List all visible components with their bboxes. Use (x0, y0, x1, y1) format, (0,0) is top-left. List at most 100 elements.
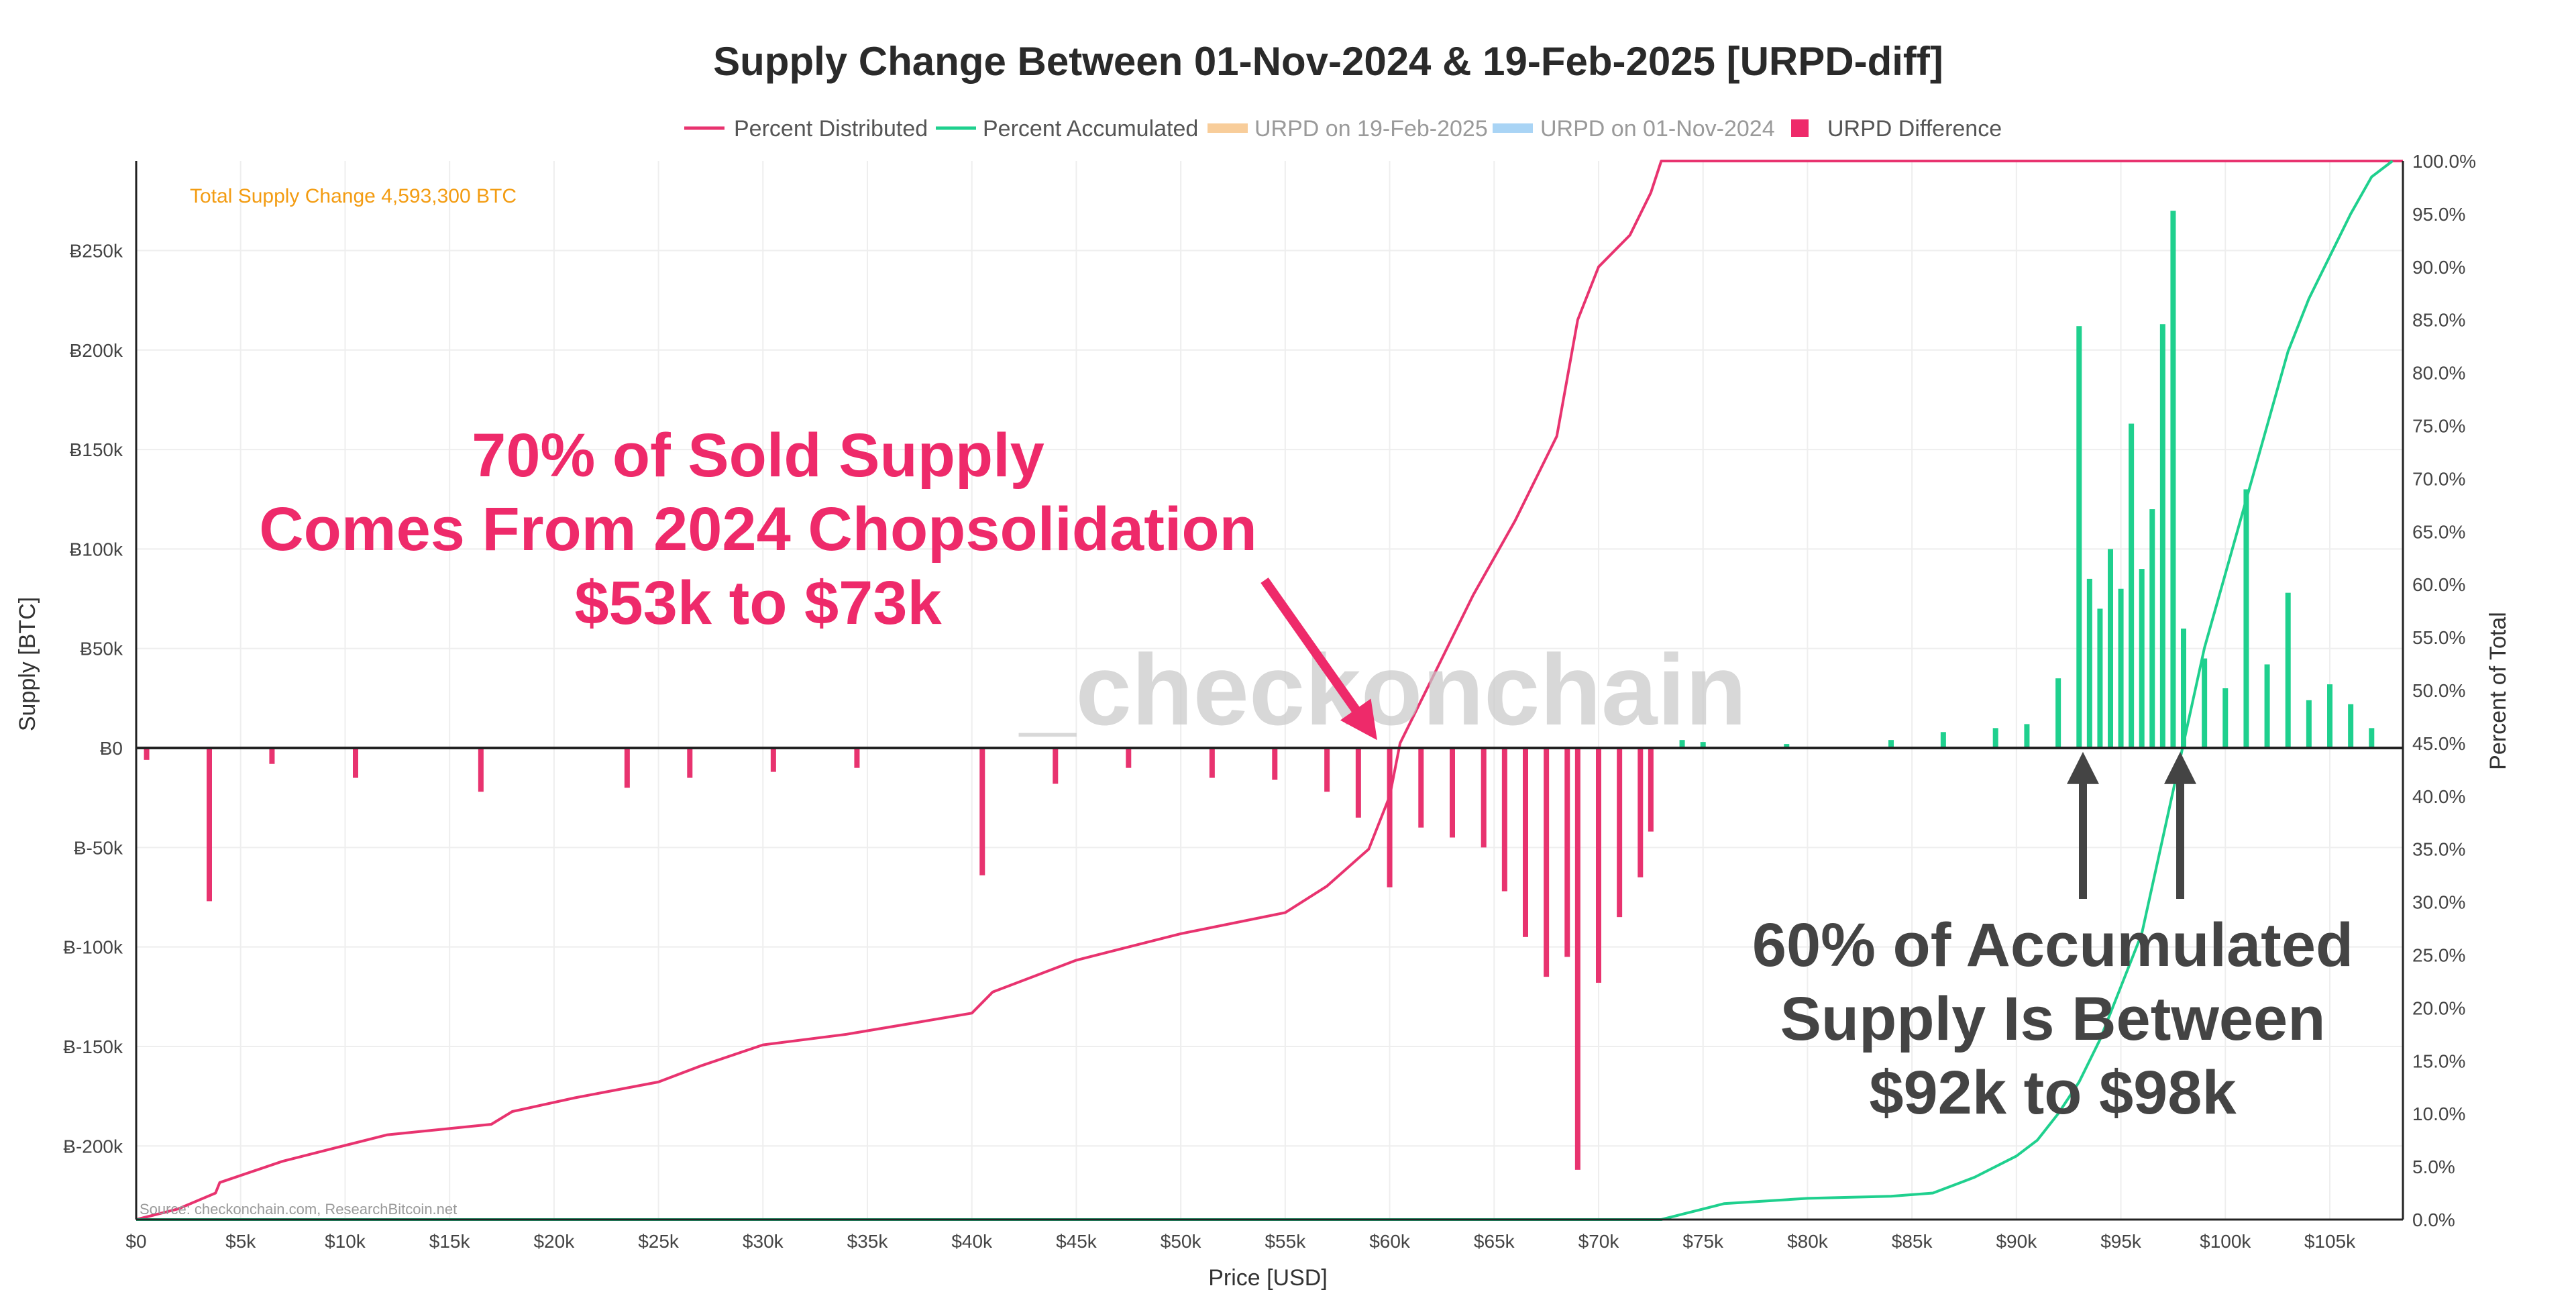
x-tick-label: $105k (2304, 1231, 2356, 1252)
bar-urpd-difference (2129, 423, 2135, 749)
annotation-sold-line1: 70% of Sold Supply (472, 421, 1044, 490)
bar-urpd-difference (2149, 509, 2155, 749)
y-tick-label: Ƀ100k (70, 539, 123, 559)
y-axis-title: Supply [BTC] (15, 597, 40, 731)
x-tick-label: $5k (225, 1231, 256, 1252)
bar-urpd-difference (1888, 740, 1894, 749)
y2-tick-label: 100.0% (2412, 151, 2476, 172)
bar-urpd-difference (1126, 748, 1132, 768)
y2-tick-label: 30.0% (2412, 892, 2465, 913)
x-tick-label: $65k (1474, 1231, 1515, 1252)
bar-urpd-difference (1501, 748, 1507, 892)
line-percent-accumulated (136, 160, 2394, 1221)
bar-urpd-difference (144, 748, 150, 760)
legend-label-urpd-old: URPD on 01-Nov-2024 (1540, 116, 1775, 142)
bar-urpd-difference (1679, 740, 1685, 749)
annotation-acc-line3: $92k to $98k (1869, 1059, 2237, 1127)
bar-urpd-difference (2202, 658, 2208, 749)
bar-urpd-difference (269, 748, 275, 764)
x-tick-label: $45k (1056, 1231, 1097, 1252)
x-tick-label: $15k (429, 1231, 471, 1252)
bar-urpd-difference (1450, 748, 1455, 838)
bar-urpd-difference (854, 748, 860, 768)
total-supply-change: Total Supply Change 4,593,300 BTC (190, 185, 517, 207)
bar-urpd-difference (2243, 489, 2249, 749)
x-tick-label: $90k (1996, 1231, 2037, 1252)
legend-label-urpd-new: URPD on 19-Feb-2025 (1254, 116, 1488, 142)
y2-tick-label: 65.0% (2412, 521, 2465, 542)
bar-urpd-difference (2055, 678, 2061, 749)
x-tick-label: $85k (1892, 1231, 1933, 1252)
y2-tick-label: 70.0% (2412, 468, 2465, 489)
legend-label-accumulated: Percent Accumulated (983, 116, 1198, 142)
bar-urpd-difference (2264, 664, 2270, 749)
bar-urpd-difference (1355, 748, 1361, 818)
axes: $0 $5k $10k $15k $20k $25k $30k $35k $40k $45k $50… (63, 151, 2476, 1252)
bar-urpd-difference (2097, 608, 2103, 749)
bar-urpd-difference (1544, 748, 1550, 977)
bar-urpd-difference (2170, 211, 2176, 749)
y2-tick-label: 90.0% (2412, 257, 2465, 278)
legend-item-urpd-new[interactable]: URPD on 19-Feb-2025 (1208, 116, 1488, 142)
y2-tick-label: 10.0% (2412, 1103, 2465, 1124)
y2-tick-label: 60.0% (2412, 574, 2465, 595)
y-tick-label: Ƀ-200k (63, 1136, 123, 1156)
y2-tick-label: 25.0% (2412, 945, 2465, 966)
bar-urpd-difference (2086, 578, 2092, 749)
legend-item-distributed[interactable]: Percent Distributed (684, 116, 928, 142)
y2-tick-label: 15.0% (2412, 1051, 2465, 1071)
bar-urpd-difference (2348, 704, 2354, 749)
bar-urpd-difference (478, 748, 484, 792)
y2-tick-label: 45.0% (2412, 733, 2465, 754)
legend-item-urpd-old[interactable]: URPD on 01-Nov-2024 (1493, 116, 1775, 142)
source-note: Source: checkonchain.com, ResearchBitcoi… (140, 1201, 457, 1218)
x-tick-label: $40k (951, 1231, 993, 1252)
y2-tick-label: 95.0% (2412, 204, 2465, 225)
x-tick-label: $75k (1682, 1231, 1724, 1252)
legend-item-difference[interactable]: URPD Difference (1791, 116, 2002, 142)
x-tick-label: $20k (533, 1231, 575, 1252)
x-tick-label: $10k (325, 1231, 366, 1252)
x-tick-label: $100k (2200, 1231, 2251, 1252)
bar-urpd-difference (1272, 748, 1278, 780)
legend-label-difference: URPD Difference (1827, 116, 2002, 142)
bar-urpd-difference (1209, 748, 1215, 778)
y-tick-label: Ƀ-50k (74, 837, 123, 858)
annotation-sold-line3: $53k to $73k (574, 569, 942, 637)
y2-tick-label: 80.0% (2412, 363, 2465, 384)
bar-urpd-difference (1940, 732, 1946, 749)
y2-axis-title: Percent of Total (2485, 612, 2511, 770)
x-tick-label: $80k (1787, 1231, 1829, 1252)
bar-urpd-difference (2369, 728, 2375, 749)
y2-tick-label: 50.0% (2412, 680, 2465, 701)
annotation-acc-line1: 60% of Accumulated (1752, 911, 2353, 979)
bar-urpd-difference (2222, 688, 2229, 749)
legend-item-accumulated[interactable]: Percent Accumulated (936, 116, 1198, 142)
bar-urpd-difference (207, 748, 212, 902)
bar-urpd-difference (2306, 700, 2312, 749)
bar-urpd-difference (2327, 684, 2332, 749)
bar-urpd-difference (1418, 748, 1424, 828)
bar-urpd-difference (1784, 744, 1790, 749)
y-tick-label: Ƀ150k (70, 439, 123, 460)
y2-tick-label: 55.0% (2412, 627, 2465, 648)
y2-tick-label: 35.0% (2412, 839, 2465, 860)
y2-tick-label: 5.0% (2412, 1156, 2455, 1177)
bar-urpd-difference (2024, 724, 2030, 749)
bar-urpd-difference (1638, 748, 1644, 877)
x-tick-label: $50k (1161, 1231, 1202, 1252)
bar-urpd-difference (2139, 569, 2145, 749)
bar-urpd-difference (624, 748, 630, 788)
bar-urpd-difference (1648, 748, 1654, 832)
line-percent-distributed (136, 160, 2403, 1221)
y2-tick-label: 75.0% (2412, 416, 2465, 437)
y-tick-label: Ƀ-100k (63, 937, 123, 958)
bar-urpd-difference (687, 748, 693, 778)
x-tick-label: $95k (2100, 1231, 2142, 1252)
bar-urpd-difference (2285, 592, 2291, 749)
bar-urpd-difference (2076, 326, 2082, 749)
y-tick-label: Ƀ250k (70, 240, 123, 261)
y2-tick-label: 0.0% (2412, 1209, 2455, 1230)
bar-urpd-difference (1053, 748, 1059, 784)
bar-urpd-difference (1992, 728, 1998, 749)
